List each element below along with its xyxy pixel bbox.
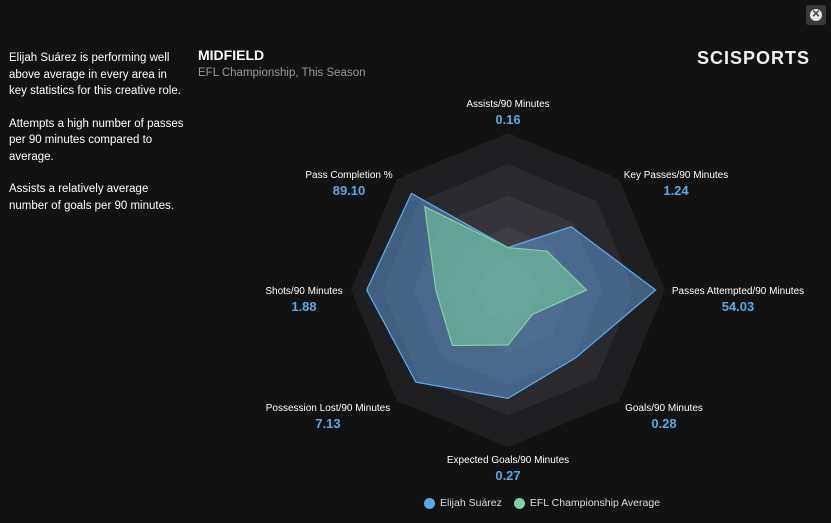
axis-value: 89.10	[333, 183, 366, 198]
chart-subtitle: EFL Championship, This Season	[198, 67, 366, 79]
axis-label: Shots/90 Minutes	[265, 286, 342, 297]
legend-label: EFL Championship Average	[529, 497, 661, 509]
legend-dot	[513, 497, 525, 509]
axis-label: Goals/90 Minutes	[625, 403, 703, 414]
summary-paragraph: Assists a relatively average number of g…	[9, 183, 174, 212]
axis-value: 1.88	[291, 299, 316, 314]
chart-title: MIDFIELD	[198, 47, 265, 63]
summary-paragraph: Elijah Suárez is performing well above a…	[9, 52, 181, 97]
axis-label: Pass Completion %	[305, 170, 392, 181]
axis-label: Key Passes/90 Minutes	[624, 170, 729, 181]
legend: Elijah Suárez EFL Championship Average	[424, 497, 660, 509]
axis-label: Assists/90 Minutes	[466, 99, 549, 110]
axis-value: 0.27	[495, 468, 520, 483]
summary-paragraph: Attempts a high number of passes per 90 …	[9, 117, 184, 163]
summary-text: Elijah Suárez is performing well above a…	[9, 50, 184, 230]
axis-label: Expected Goals/90 Minutes	[447, 455, 569, 466]
scisports-logo: SCISPORTS	[697, 48, 811, 68]
axis-value: 0.28	[651, 416, 676, 431]
close-icon: ✕	[810, 9, 822, 21]
legend-item-player[interactable]: Elijah Suárez	[424, 497, 502, 509]
axis-label: Possession Lost/90 Minutes	[266, 403, 391, 414]
legend-dot	[424, 497, 435, 509]
axis-value: 0.16	[495, 112, 520, 127]
axis-value: 7.13	[315, 416, 340, 431]
series-polygon-average	[423, 205, 588, 347]
legend-label: Elijah Suárez	[440, 497, 502, 509]
axis-label: Passes Attempted/90 Minutes	[672, 286, 804, 297]
axis-value: 1.24	[663, 183, 689, 198]
axis-value: 54.03	[722, 299, 755, 314]
close-button[interactable]: ✕	[806, 5, 826, 25]
legend-item-average[interactable]: EFL Championship Average	[513, 497, 661, 509]
